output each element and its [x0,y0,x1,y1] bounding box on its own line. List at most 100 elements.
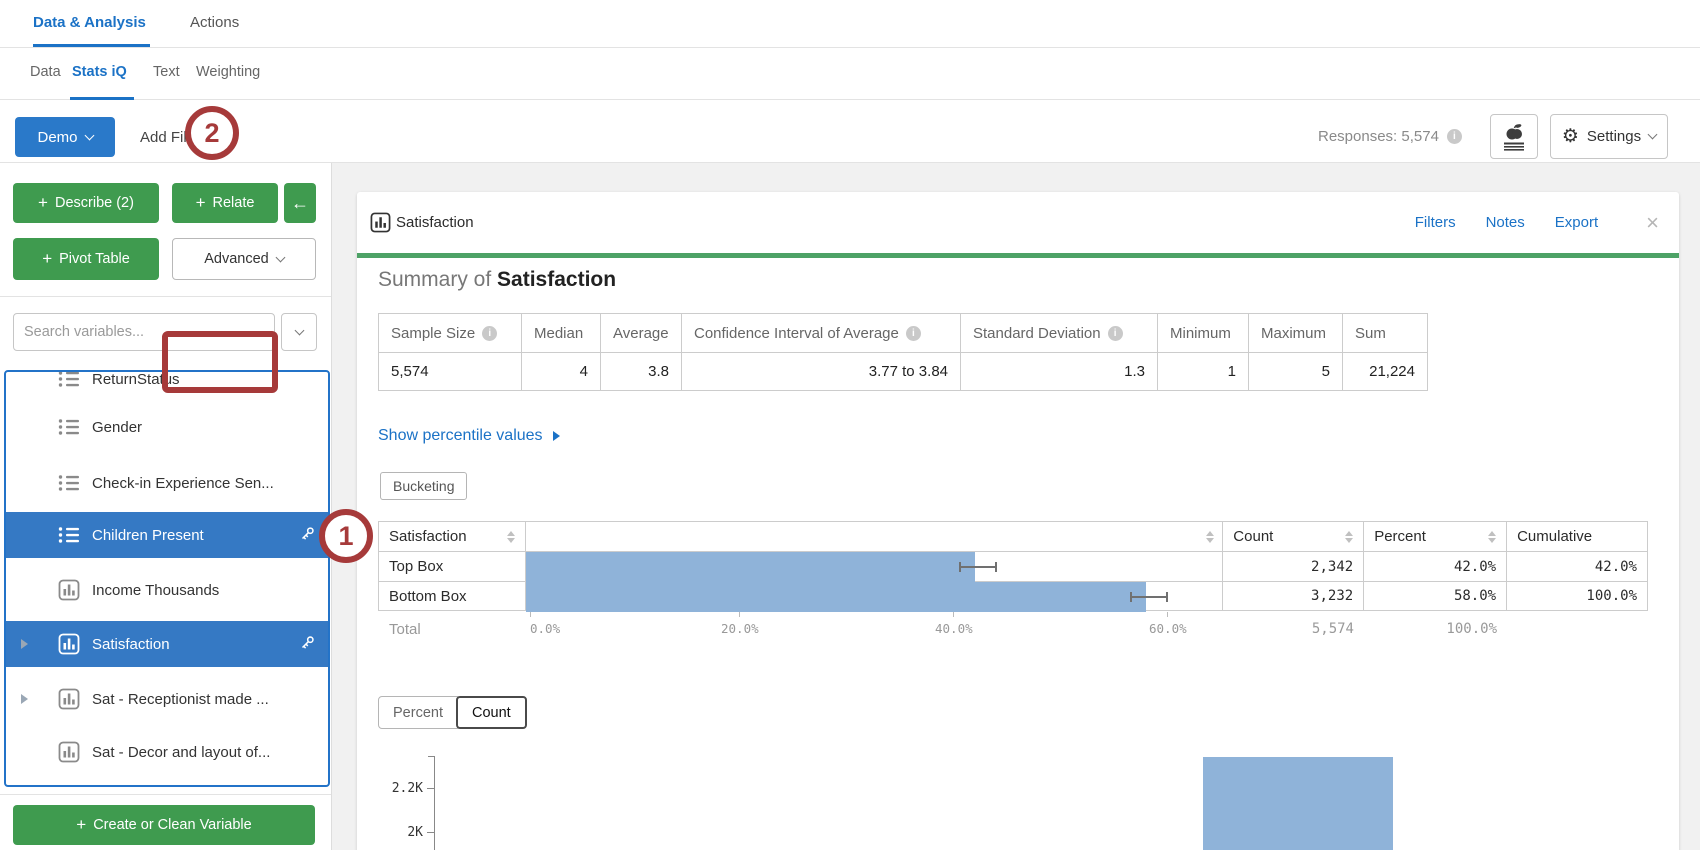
active-tab-underline [33,44,150,47]
annotation-circle-2: 2 [185,106,239,160]
responses-count: Responses: 5,574 i [1318,128,1462,145]
learning-library-button[interactable] [1490,114,1538,159]
sidebar: + Describe (2) + Relate ← + Pivot Table Adv… [0,163,332,850]
gear-icon: ⚙ [1561,126,1579,147]
toggle-percent[interactable]: Percent [378,696,458,729]
divider [0,794,331,795]
card-accent-bar [357,253,1679,258]
info-icon[interactable]: i [1446,129,1462,144]
tab-data-analysis[interactable]: Data & Analysis [33,14,146,31]
variable-children-present[interactable]: Children Present [6,512,328,558]
categorical-list-icon [58,472,80,494]
search-options-dropdown[interactable] [281,313,317,351]
bottom-box-bar [525,582,1147,612]
freq-total-row: Total 0.0% 20.0% 40.0% 60.0% 5,574 100.0… [378,612,1648,646]
chevron-down-icon [1647,129,1658,140]
frequency-table: Satisfaction Count Percent Cumulative To… [378,521,1648,612]
expand-caret-icon[interactable] [21,694,28,704]
plus-icon: + [38,193,48,212]
collapse-sidebar-button[interactable]: ← [284,183,316,223]
stats-value-row: 5,574 4 3.8 3.77 to 3.84 1.3 1 5 21,224 [378,352,1429,391]
toolbar: Demo Add Filter Responses: 5,574 i ⚙ Set… [0,100,1700,163]
relate-button[interactable]: + Relate [172,183,278,223]
chevron-down-icon [275,252,286,262]
back-arrow-icon: ← [291,192,309,213]
variable-checkin-experience[interactable]: Check-in Experience Sen... [6,460,328,506]
variable-sat-decor[interactable]: Sat - Decor and layout of... [6,729,328,775]
chart-y-axis [434,756,435,850]
plus-icon: + [76,815,87,834]
filters-link[interactable]: Filters [1414,214,1456,231]
numeric-bar-icon [58,741,80,763]
advanced-dropdown[interactable]: Advanced [172,238,316,280]
info-icon[interactable]: i [1107,325,1123,341]
freq-row-bottom-box: Bottom Box 3,232 58.0% 100.0% [378,581,1648,612]
satisfaction-card: Satisfaction Filters Notes Export × Summ… [357,192,1679,850]
create-or-clean-variable-button[interactable]: + Create or Clean Variable [13,805,315,845]
annotation-box-relate [162,331,278,393]
sub-nav: Data Stats iQ Text Weighting [0,48,1700,100]
sort-icon[interactable] [1206,531,1215,543]
tab-weighting[interactable]: Weighting [196,64,261,80]
chevron-down-icon [294,325,304,335]
categorical-list-icon [58,416,80,438]
sort-icon[interactable] [1345,530,1354,543]
divider [0,296,331,297]
error-bar [1130,592,1169,602]
count-bar-chart: 2.2K 2K [357,732,1679,850]
top-nav: Data & Analysis Actions [0,0,1700,48]
summary-stats-table: Sample Size i Median Average Confidence I… [378,313,1429,391]
notes-link[interactable]: Notes [1485,214,1525,231]
categorical-list-icon [58,372,80,390]
toggle-count[interactable]: Count [455,696,527,729]
apple-book-icon [1504,123,1524,151]
demo-dropdown-button[interactable]: Demo [15,117,115,157]
key-icon [300,635,315,654]
stats-header-row: Sample Size i Median Average Confidence I… [378,313,1429,352]
export-link[interactable]: Export [1554,214,1599,231]
info-icon[interactable]: i [905,325,921,341]
variable-satisfaction[interactable]: Satisfaction [6,621,328,667]
annotation-circle-1: 1 [319,509,373,563]
card-title: Satisfaction [396,214,474,231]
numeric-bar-icon [58,633,80,655]
expand-caret-icon[interactable] [21,639,28,649]
tab-data[interactable]: Data [30,64,61,80]
y-tick-label: 2K [407,825,423,840]
variable-sat-receptionist[interactable]: Sat - Receptionist made ... [6,676,328,722]
pivot-table-button[interactable]: + Pivot Table [13,238,159,280]
bucketing-button[interactable]: Bucketing [380,472,468,500]
freq-header-row: Satisfaction Count Percent Cumulative [378,521,1648,551]
error-bar [959,562,998,572]
sort-icon[interactable] [1488,530,1497,543]
plus-icon: + [42,249,53,268]
bar-chart-icon [370,212,391,233]
variable-gender[interactable]: Gender [6,404,328,450]
card-header: Satisfaction Filters Notes Export × [357,192,1679,253]
describe-button[interactable]: + Describe (2) [13,183,159,223]
tab-text[interactable]: Text [153,64,180,80]
numeric-bar-icon [58,579,80,601]
close-icon[interactable]: × [1646,209,1659,235]
active-subtab-underline [70,97,134,100]
chart-bar [1203,756,1393,850]
categorical-list-icon [58,524,80,546]
key-icon [300,526,315,545]
sort-icon[interactable] [506,530,515,543]
settings-button[interactable]: ⚙ Settings [1550,114,1668,159]
numeric-bar-icon [58,688,80,710]
show-percentile-values-link[interactable]: Show percentile values [378,427,560,445]
variable-income-thousands[interactable]: Income Thousands [6,567,328,613]
variable-returnstatus[interactable]: ReturnStatus [6,372,328,402]
tab-actions[interactable]: Actions [190,14,240,31]
variable-list-panel: ReturnStatus Gender Check-in Experience … [4,370,330,787]
tab-stats-iq[interactable]: Stats iQ [72,64,127,80]
chevron-down-icon [84,130,94,140]
summary-heading: Summary of Satisfaction [378,268,617,291]
percent-count-toggle: Percent Count [378,696,527,729]
caret-right-icon [552,431,560,441]
freq-row-top-box: Top Box 2,342 42.0% 42.0% [378,551,1648,582]
search-variables-input[interactable] [13,313,275,351]
info-icon[interactable]: i [482,325,498,341]
plus-icon: + [195,193,206,212]
